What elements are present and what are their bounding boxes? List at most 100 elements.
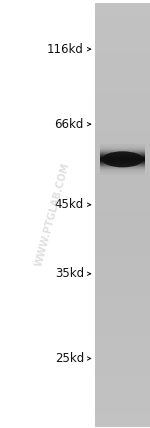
Bar — [95, 216, 150, 218]
Bar — [95, 115, 150, 116]
Bar — [95, 91, 150, 92]
Bar — [95, 422, 150, 424]
Bar — [95, 404, 150, 406]
Bar — [95, 103, 150, 105]
Bar — [95, 17, 150, 19]
Bar — [95, 123, 150, 125]
Bar — [95, 24, 150, 26]
Bar — [95, 202, 150, 204]
Bar — [95, 391, 150, 393]
Bar — [95, 387, 150, 389]
Bar — [95, 348, 150, 349]
Bar — [95, 27, 150, 29]
Bar — [95, 317, 150, 318]
Bar — [95, 212, 150, 214]
Bar — [100, 157, 145, 158]
Bar — [95, 16, 150, 18]
Bar — [95, 243, 150, 245]
Bar — [95, 403, 150, 404]
Bar — [95, 235, 150, 236]
Bar — [100, 169, 145, 170]
Bar — [95, 152, 150, 153]
Bar — [100, 147, 145, 148]
Bar — [95, 333, 150, 336]
Bar — [95, 47, 150, 49]
Bar — [95, 247, 150, 249]
Bar — [100, 144, 145, 145]
Bar — [95, 349, 150, 351]
Bar — [95, 199, 150, 201]
Bar — [100, 165, 145, 166]
Bar — [95, 365, 150, 366]
Bar — [95, 325, 150, 327]
Bar — [95, 260, 150, 262]
Bar — [100, 159, 145, 160]
Bar — [95, 86, 150, 88]
Bar — [100, 167, 145, 168]
Bar — [95, 155, 150, 158]
Bar — [95, 205, 150, 207]
Bar — [95, 355, 150, 357]
Bar — [95, 74, 150, 75]
Bar — [100, 145, 145, 146]
Bar — [95, 214, 150, 215]
Bar — [95, 20, 150, 22]
Bar — [95, 134, 150, 136]
Bar — [95, 287, 150, 289]
Bar — [95, 59, 150, 61]
Bar — [100, 149, 145, 150]
Bar — [95, 319, 150, 321]
Bar — [100, 158, 145, 159]
Bar — [95, 219, 150, 221]
Bar — [95, 131, 150, 134]
Bar — [95, 298, 150, 300]
Bar — [95, 209, 150, 211]
Bar — [95, 222, 150, 224]
Bar — [95, 201, 150, 202]
Bar — [95, 386, 150, 388]
Bar — [95, 4, 150, 6]
Bar — [95, 314, 150, 315]
Bar — [95, 53, 150, 54]
Bar — [95, 45, 150, 47]
Bar — [95, 425, 150, 427]
Bar — [100, 158, 145, 159]
Bar — [95, 353, 150, 355]
Bar — [100, 155, 145, 156]
Text: 66kd: 66kd — [55, 118, 84, 131]
Bar — [95, 274, 150, 276]
Bar — [95, 185, 150, 187]
Bar — [95, 233, 150, 235]
Bar — [95, 192, 150, 194]
Bar — [95, 71, 150, 73]
Bar — [95, 184, 150, 186]
Bar — [95, 411, 150, 413]
Bar — [95, 169, 150, 172]
Bar — [95, 85, 150, 87]
Bar — [95, 34, 150, 36]
Bar — [95, 267, 150, 269]
Bar — [95, 270, 150, 272]
Bar — [95, 204, 150, 205]
Bar — [95, 99, 150, 101]
Bar — [95, 211, 150, 212]
Bar — [95, 62, 150, 64]
Bar — [95, 167, 150, 169]
Bar — [95, 125, 150, 126]
Bar — [95, 417, 150, 419]
Bar — [100, 156, 145, 157]
Bar — [95, 79, 150, 81]
Bar — [95, 273, 150, 275]
Bar — [95, 416, 150, 417]
Bar — [95, 259, 150, 261]
Bar — [95, 336, 150, 338]
Bar — [95, 223, 150, 225]
Bar — [95, 328, 150, 330]
Bar — [95, 141, 150, 143]
Bar — [95, 163, 150, 164]
Bar — [95, 229, 150, 231]
Bar — [95, 139, 150, 140]
Bar — [100, 161, 145, 162]
Bar — [95, 50, 150, 51]
Bar — [95, 58, 150, 60]
